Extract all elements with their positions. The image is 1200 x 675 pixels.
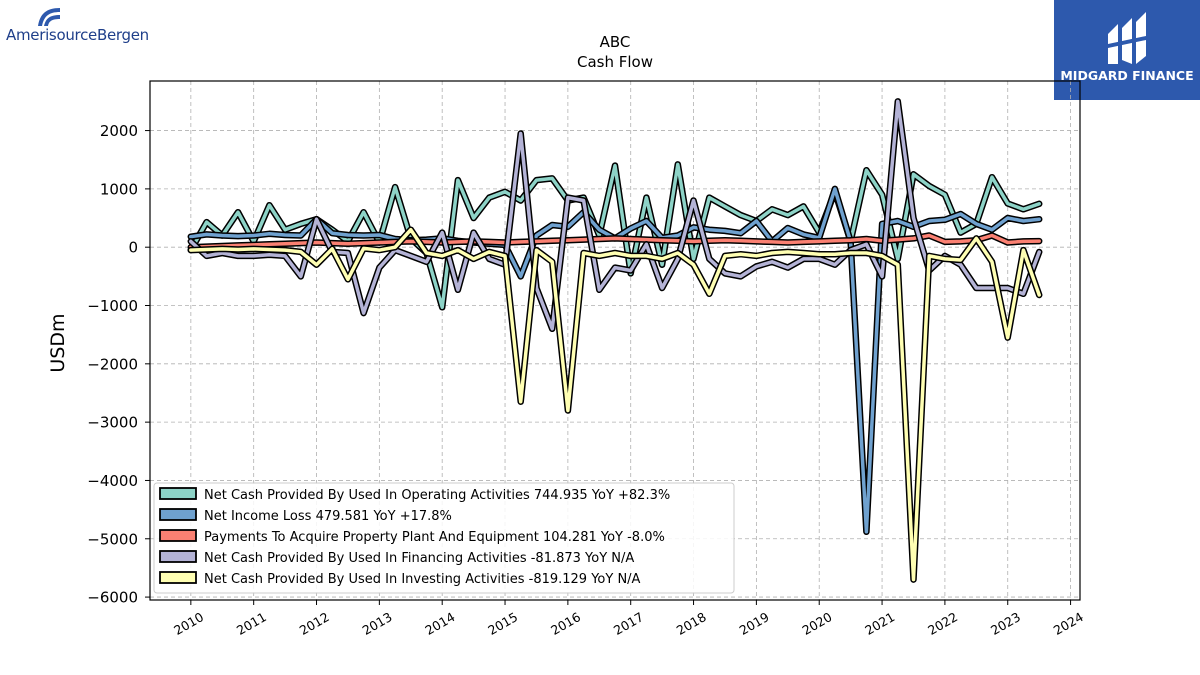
- legend-swatch-1: [159, 487, 197, 500]
- y-tick-label: 2000: [100, 122, 138, 140]
- x-tick-label: 2017: [611, 609, 646, 638]
- x-tick-label: 2016: [548, 609, 583, 638]
- legend-label-2: Net Income Loss 479.581 YoY +17.8%: [204, 509, 452, 524]
- midgard-finance-logo: MIDGARD FINANCE: [1054, 0, 1200, 100]
- chart-subtitle: Cash Flow: [577, 53, 653, 71]
- series-line-4: [189, 99, 1041, 331]
- series-lines: [187, 98, 1043, 583]
- series-line-5: [189, 227, 1041, 582]
- amerisourcebergen-logo-mark: [38, 8, 60, 26]
- legend-box: [153, 482, 735, 594]
- y-axis: 2000 1000 0 −1000 −2000 −3000 −4000 −5000 −6000: [87, 122, 150, 607]
- legend-swatch-3: [159, 529, 197, 542]
- x-tick-label: 2018: [674, 609, 709, 638]
- x-tick-label: 2024: [1051, 609, 1086, 638]
- x-tick-label: 2021: [862, 609, 897, 638]
- legend-swatch-4: [159, 550, 197, 563]
- midgard-finance-wordmark: MIDGARD FINANCE: [1060, 68, 1194, 83]
- x-tick-label: 2022: [925, 609, 960, 638]
- x-tick-label: 2012: [297, 609, 332, 638]
- legend-label-5: Net Cash Provided By Used In Investing A…: [204, 572, 641, 587]
- legend: Net Cash Provided By Used In Operating A…: [153, 482, 735, 594]
- y-tick-label: −1000: [87, 297, 138, 315]
- x-tick-label: 2010: [171, 609, 206, 638]
- y-tick-label: −5000: [87, 530, 138, 548]
- midgard-finance-logo-mark: [1108, 12, 1146, 64]
- series-line-3: [189, 233, 1041, 249]
- legend-label-4: Net Cash Provided By Used In Financing A…: [204, 551, 634, 566]
- legend-swatch-5: [159, 571, 197, 584]
- y-tick-label: 1000: [100, 180, 138, 198]
- x-axis: 2010 2011 2012 2013 2014 2015 2016 2017 2018 2019…: [171, 600, 1086, 638]
- x-tick-label: 2015: [485, 609, 520, 638]
- x-tick-label: 2020: [799, 609, 834, 638]
- x-tick-label: 2014: [422, 609, 457, 638]
- chart-title: ABC: [600, 33, 631, 51]
- amerisourcebergen-logo: AmerisourceBergen: [6, 6, 166, 46]
- legend-swatch-2: [159, 508, 197, 521]
- y-tick-label: −6000: [87, 589, 138, 607]
- y-tick-label: −3000: [87, 414, 138, 432]
- amerisourcebergen-wordmark: AmerisourceBergen: [6, 26, 149, 44]
- x-tick-label: 2019: [737, 609, 772, 638]
- x-tick-label: 2023: [988, 609, 1023, 638]
- y-tick-label: −4000: [87, 472, 138, 490]
- x-tick-label: 2011: [234, 609, 269, 638]
- x-tick-label: 2013: [360, 609, 395, 638]
- y-tick-label: 0: [128, 239, 138, 257]
- legend-label-1: Net Cash Provided By Used In Operating A…: [204, 488, 670, 503]
- y-tick-label: −2000: [87, 355, 138, 373]
- legend-label-3: Payments To Acquire Property Plant And E…: [204, 530, 665, 545]
- y-axis-label: USDm: [47, 313, 69, 372]
- plot-frame: [149, 80, 1081, 601]
